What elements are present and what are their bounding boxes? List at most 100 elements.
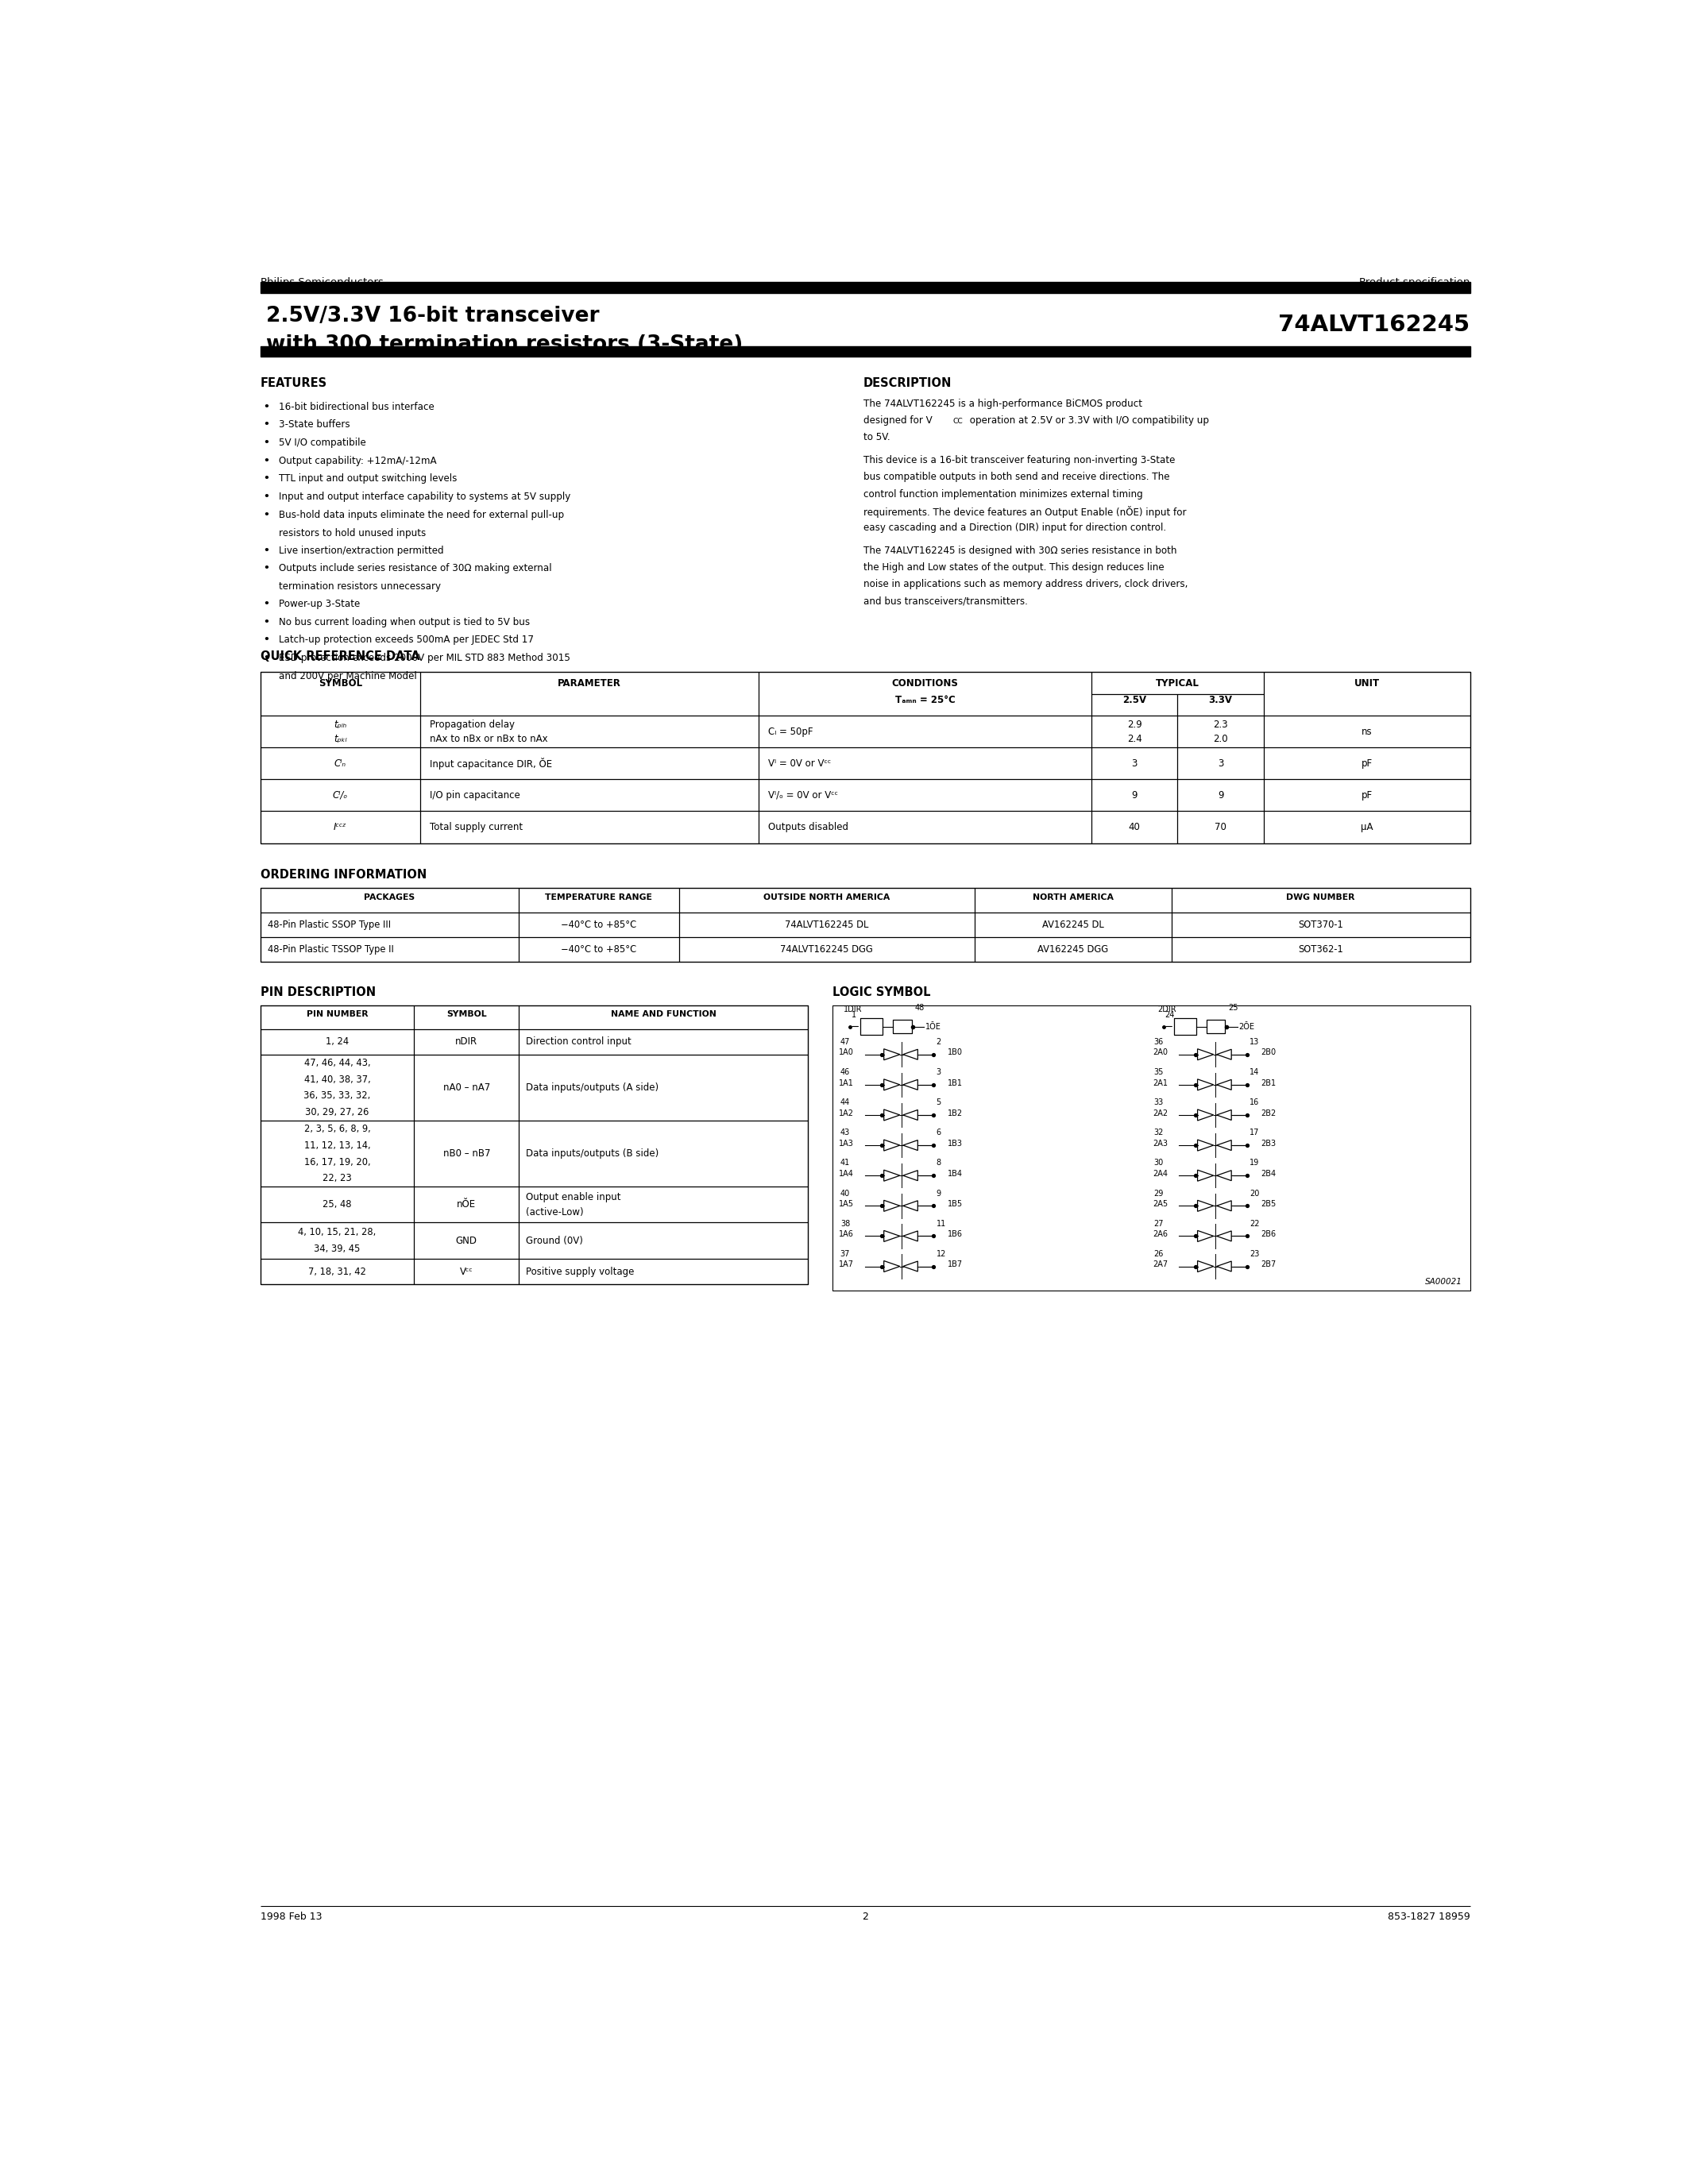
Text: 23: 23	[1249, 1249, 1259, 1258]
Text: 3: 3	[937, 1068, 942, 1077]
Text: 7, 18, 31, 42: 7, 18, 31, 42	[309, 1267, 366, 1278]
Text: The 74ALVT162245 is designed with 30Ω series resistance in both: The 74ALVT162245 is designed with 30Ω se…	[864, 546, 1177, 557]
Text: nA0 – nA7: nA0 – nA7	[442, 1083, 490, 1092]
Text: 1A5: 1A5	[839, 1199, 854, 1208]
Text: •: •	[263, 474, 270, 485]
Text: ORDERING INFORMATION: ORDERING INFORMATION	[260, 869, 427, 880]
Text: 1B4: 1B4	[947, 1171, 962, 1177]
Text: 1B6: 1B6	[947, 1230, 962, 1238]
Text: and bus transceivers/transmitters.: and bus transceivers/transmitters.	[864, 596, 1028, 607]
Text: 2A1: 2A1	[1153, 1079, 1168, 1088]
Text: 34, 39, 45: 34, 39, 45	[314, 1243, 361, 1254]
Text: 48-Pin Plastic SSOP Type III: 48-Pin Plastic SSOP Type III	[268, 919, 392, 930]
Text: designed for V: designed for V	[864, 415, 932, 426]
Text: DWG NUMBER: DWG NUMBER	[1286, 893, 1355, 902]
Text: Outputs include series resistance of 30Ω making external: Outputs include series resistance of 30Ω…	[279, 563, 552, 574]
Text: 2: 2	[937, 1037, 942, 1046]
Text: 19: 19	[1249, 1160, 1259, 1166]
Text: 24: 24	[1165, 1011, 1175, 1020]
Text: •: •	[263, 616, 270, 627]
Text: 26: 26	[1155, 1249, 1163, 1258]
Text: 40: 40	[841, 1190, 851, 1197]
Bar	[260, 282, 1470, 293]
Text: Output enable input: Output enable input	[527, 1192, 621, 1201]
Text: −40°C to +85°C: −40°C to +85°C	[560, 919, 636, 930]
Text: the High and Low states of the output. This design reduces line: the High and Low states of the output. T…	[864, 561, 1165, 572]
Text: OUTSIDE NORTH AMERICA: OUTSIDE NORTH AMERICA	[763, 893, 890, 902]
Text: Product specification: Product specification	[1359, 277, 1470, 288]
Text: This device is a 16-bit transceiver featuring non-inverting 3-State: This device is a 16-bit transceiver feat…	[864, 454, 1175, 465]
Text: •: •	[263, 419, 270, 430]
Text: 16: 16	[1249, 1099, 1259, 1107]
Text: SOT370-1: SOT370-1	[1298, 919, 1344, 930]
Text: 25: 25	[1229, 1005, 1239, 1011]
Text: 2B6: 2B6	[1261, 1230, 1276, 1238]
Text: NORTH AMERICA: NORTH AMERICA	[1033, 893, 1114, 902]
Text: Propagation delay: Propagation delay	[429, 719, 515, 729]
Text: 33: 33	[1155, 1099, 1163, 1107]
Text: 8: 8	[937, 1160, 942, 1166]
Text: PIN DESCRIPTION: PIN DESCRIPTION	[260, 987, 375, 998]
Text: 1A0: 1A0	[839, 1048, 854, 1057]
Text: 2B2: 2B2	[1261, 1109, 1276, 1118]
Text: Cₗ = 50pF: Cₗ = 50pF	[768, 727, 814, 736]
Text: 2B3: 2B3	[1261, 1140, 1276, 1147]
Text: easy cascading and a Direction (DIR) input for direction control.: easy cascading and a Direction (DIR) inp…	[864, 522, 1166, 533]
Text: 2B4: 2B4	[1261, 1171, 1276, 1177]
Text: 2B7: 2B7	[1261, 1260, 1276, 1269]
Text: UNIT: UNIT	[1354, 677, 1379, 688]
Text: GND: GND	[456, 1236, 478, 1245]
Text: 74ALVT162245 DL: 74ALVT162245 DL	[785, 919, 869, 930]
Bar	[260, 347, 1470, 356]
Text: 1A1: 1A1	[839, 1079, 854, 1088]
Text: 1A7: 1A7	[839, 1260, 854, 1269]
Text: 41, 40, 38, 37,: 41, 40, 38, 37,	[304, 1075, 370, 1085]
Text: 9: 9	[1131, 791, 1138, 802]
Text: −40°C to +85°C: −40°C to +85°C	[560, 943, 636, 954]
Text: 48: 48	[915, 1005, 925, 1011]
Text: 48-Pin Plastic TSSOP Type II: 48-Pin Plastic TSSOP Type II	[268, 943, 393, 954]
Text: 2.5V: 2.5V	[1123, 695, 1146, 705]
Text: SYMBOL: SYMBOL	[319, 677, 363, 688]
Text: 1A3: 1A3	[839, 1140, 854, 1147]
Text: 3.3V: 3.3V	[1209, 695, 1232, 705]
Text: 1B3: 1B3	[947, 1140, 962, 1147]
Text: 2.3: 2.3	[1214, 719, 1229, 729]
Text: 2A4: 2A4	[1153, 1171, 1168, 1177]
Text: 74ALVT162245 DGG: 74ALVT162245 DGG	[780, 943, 873, 954]
Text: FEATURES: FEATURES	[260, 378, 327, 389]
Text: 1B1: 1B1	[947, 1079, 962, 1088]
Text: 1A2: 1A2	[839, 1109, 854, 1118]
Text: 1B2: 1B2	[947, 1109, 962, 1118]
Text: CONDITIONS: CONDITIONS	[891, 677, 959, 688]
Text: 2A5: 2A5	[1153, 1199, 1168, 1208]
Text: 2.0: 2.0	[1214, 734, 1229, 745]
Text: 6: 6	[937, 1129, 942, 1136]
Text: •: •	[263, 456, 270, 465]
Text: Vᴵ = 0V or Vᶜᶜ: Vᴵ = 0V or Vᶜᶜ	[768, 758, 830, 769]
Text: (active-Low): (active-Low)	[527, 1208, 584, 1216]
Text: •: •	[263, 653, 270, 664]
Text: Data inputs/outputs (B side): Data inputs/outputs (B side)	[527, 1149, 658, 1160]
Text: 2B5: 2B5	[1261, 1199, 1276, 1208]
Text: μA: μA	[1361, 821, 1372, 832]
Text: NAME AND FUNCTION: NAME AND FUNCTION	[611, 1011, 716, 1018]
Text: 1B5: 1B5	[947, 1199, 962, 1208]
Text: LOGIC SYMBOL: LOGIC SYMBOL	[832, 987, 930, 998]
Text: Latch-up protection exceeds 500mA per JEDEC Std 17: Latch-up protection exceeds 500mA per JE…	[279, 636, 533, 644]
Text: Bus-hold data inputs eliminate the need for external pull-up: Bus-hold data inputs eliminate the need …	[279, 509, 564, 520]
Text: ESD protection exceeds 2000V per MIL STD 883 Method 3015: ESD protection exceeds 2000V per MIL STD…	[279, 653, 571, 664]
Text: SOT362-1: SOT362-1	[1298, 943, 1344, 954]
Text: pF: pF	[1361, 791, 1372, 802]
Text: Outputs disabled: Outputs disabled	[768, 821, 849, 832]
Text: Live insertion/extraction permitted: Live insertion/extraction permitted	[279, 546, 444, 555]
Text: Input and output interface capability to systems at 5V supply: Input and output interface capability to…	[279, 491, 571, 502]
Text: 3: 3	[1131, 758, 1138, 769]
Text: 74ALVT162245: 74ALVT162245	[1278, 314, 1470, 336]
Text: 46: 46	[841, 1068, 851, 1077]
Text: 2A6: 2A6	[1153, 1230, 1168, 1238]
Text: 36: 36	[1155, 1037, 1163, 1046]
Text: •: •	[263, 437, 270, 448]
Text: •: •	[263, 546, 270, 555]
Text: The 74ALVT162245 is a high-performance BiCMOS product: The 74ALVT162245 is a high-performance B…	[864, 397, 1143, 408]
